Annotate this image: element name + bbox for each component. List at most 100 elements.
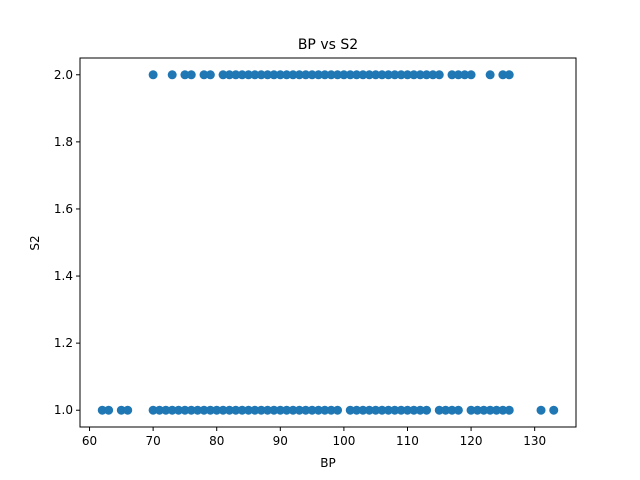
data-point <box>415 70 425 80</box>
data-point <box>218 405 228 415</box>
y-tick-label: 1.8 <box>54 135 73 149</box>
data-point <box>320 405 330 415</box>
plot-area-frame <box>79 57 577 428</box>
data-point <box>269 70 279 80</box>
data-point <box>301 405 311 415</box>
data-point <box>371 405 381 415</box>
y-tick-label: 1.0 <box>54 403 73 417</box>
data-point <box>333 405 343 415</box>
data-point <box>472 405 482 415</box>
data-point <box>358 405 368 415</box>
data-point <box>422 405 432 415</box>
data-point <box>116 405 126 415</box>
data-point <box>320 70 330 80</box>
data-point <box>460 70 470 80</box>
data-point <box>231 405 241 415</box>
x-tick-label: 110 <box>396 434 419 448</box>
data-point <box>174 405 184 415</box>
data-point <box>364 70 374 80</box>
x-tick-label: 100 <box>332 434 355 448</box>
data-point <box>453 70 463 80</box>
data-point <box>313 405 323 415</box>
y-tick-label: 2.0 <box>54 68 73 82</box>
data-point <box>148 70 158 80</box>
data-point <box>415 405 425 415</box>
data-point <box>402 405 412 415</box>
data-point <box>383 405 393 415</box>
y-axis: 1.0 1.2 1.4 1.6 1.8 2.0 <box>54 68 80 417</box>
data-point <box>148 405 158 415</box>
data-point <box>326 405 336 415</box>
data-point <box>250 70 260 80</box>
data-point <box>447 405 457 415</box>
data-point <box>333 70 343 80</box>
y-tick-label: 1.6 <box>54 202 73 216</box>
data-point <box>218 70 228 80</box>
data-point <box>390 405 400 415</box>
data-point <box>186 405 196 415</box>
data-point <box>453 405 463 415</box>
data-point <box>231 70 241 80</box>
x-tick-label: 90 <box>273 434 288 448</box>
data-point <box>479 405 489 415</box>
data-point <box>275 405 285 415</box>
data-point <box>422 70 432 80</box>
data-point <box>364 405 374 415</box>
data-point <box>396 70 406 80</box>
data-point <box>390 70 400 80</box>
data-point <box>180 405 190 415</box>
data-point <box>345 405 355 415</box>
data-point <box>237 405 247 415</box>
data-point <box>282 405 292 415</box>
data-point <box>180 70 190 80</box>
data-point <box>224 70 234 80</box>
y-axis-label: S2 <box>28 235 42 250</box>
data-point <box>536 405 546 415</box>
data-point <box>358 70 368 80</box>
data-point <box>371 70 381 80</box>
data-point <box>205 70 215 80</box>
x-tick-label: 80 <box>209 434 224 448</box>
data-point <box>549 405 559 415</box>
data-point <box>244 70 254 80</box>
data-point <box>193 405 203 415</box>
data-point <box>307 405 317 415</box>
data-points <box>97 70 559 415</box>
data-point <box>161 405 171 415</box>
data-point <box>167 70 177 80</box>
data-point <box>205 405 215 415</box>
x-tick-label: 70 <box>145 434 160 448</box>
data-point <box>339 70 349 80</box>
data-point <box>199 70 209 80</box>
x-axis-label: BP <box>320 456 335 470</box>
chart-title: BP vs S2 <box>298 37 358 53</box>
x-tick-label: 130 <box>523 434 546 448</box>
data-point <box>313 70 323 80</box>
data-point <box>409 70 419 80</box>
data-point <box>104 405 114 415</box>
data-point <box>428 70 438 80</box>
data-point <box>377 405 387 415</box>
data-point <box>167 405 177 415</box>
data-point <box>485 70 495 80</box>
data-point <box>498 405 508 415</box>
data-point <box>294 405 304 415</box>
data-point <box>288 70 298 80</box>
data-point <box>504 405 514 415</box>
data-point <box>269 405 279 415</box>
data-point <box>434 405 444 415</box>
data-point <box>97 405 107 415</box>
data-point <box>485 405 495 415</box>
data-point <box>498 70 508 80</box>
x-tick-label: 60 <box>82 434 97 448</box>
data-point <box>409 405 419 415</box>
data-point <box>288 405 298 415</box>
data-point <box>492 405 502 415</box>
data-point <box>466 70 476 80</box>
data-point <box>294 70 304 80</box>
data-point <box>396 405 406 415</box>
data-point <box>301 70 311 80</box>
data-point <box>441 405 451 415</box>
data-point <box>250 405 260 415</box>
